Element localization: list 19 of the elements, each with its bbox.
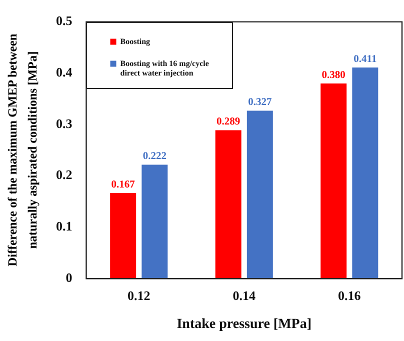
data-label: 0.167 <box>111 179 135 190</box>
data-label: 0.289 <box>216 116 240 128</box>
y-tick-label: 0 <box>66 270 72 285</box>
legend-label: Boosting with 16 mg/cycle direct water injection <box>120 58 210 78</box>
y-tick-label: 0.5 <box>56 13 73 28</box>
legend-label: Boosting <box>120 36 150 46</box>
data-label: 0.222 <box>142 151 166 162</box>
data-label: 0.380 <box>322 70 346 81</box>
data-label: 0.411 <box>354 54 377 65</box>
y-axis-title: Difference of the maximum GMEP between naturally aspirated conditions [MPa] <box>4 32 40 269</box>
x-axis-title: Intake pressure [MPa] <box>176 317 312 332</box>
y-tick-label: 0.2 <box>56 167 72 182</box>
y-tick-label: 0.3 <box>56 116 73 131</box>
x-tick-label: 0.14 <box>232 288 256 303</box>
y-tick-label: 0.4 <box>56 64 73 80</box>
x-tick-label: 0.16 <box>338 288 362 303</box>
data-label: 0.327 <box>248 97 272 108</box>
y-tick-label: 0.1 <box>56 218 72 234</box>
x-tick-label: 0.12 <box>128 288 150 303</box>
